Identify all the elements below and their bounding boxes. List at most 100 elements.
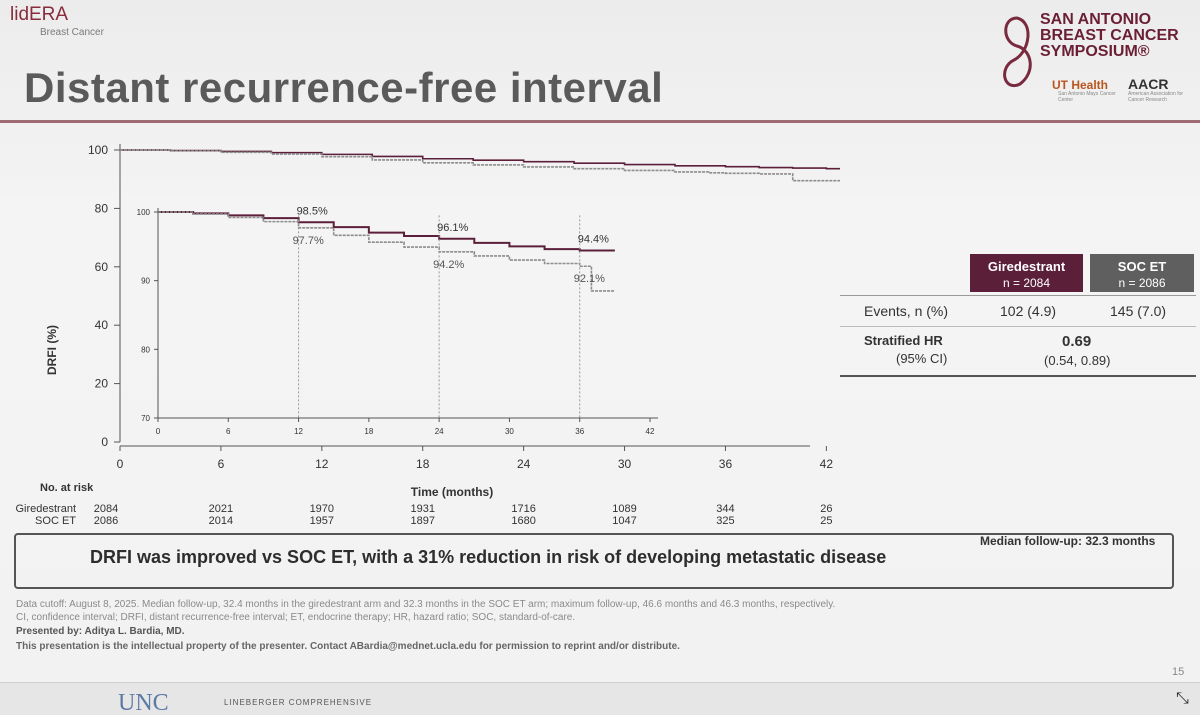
risk-value: 2084 [94,503,118,515]
unc-logo: UNC [118,690,169,715]
y-tick-label: 100 [88,143,108,157]
inset-curve-soc [158,211,615,292]
inset-y-tick-label: 70 [141,414,150,423]
risk-value: 1089 [612,503,636,515]
x-axis-label: Time (months) [411,485,493,499]
study-name: lidERA [10,4,69,25]
risk-row-label-giredestrant: Giredestrant [15,503,76,515]
x-tick-label: 36 [719,457,733,471]
inset-y-tick-label: 100 [137,208,151,217]
slide-title: Distant recurrence-free interval [24,64,664,111]
footnote-cutoff: Data cutoff: August 8, 2025. Median foll… [16,599,836,610]
bottom-bar [0,682,1200,715]
events-giredestrant: 102 (4.9) [1000,303,1057,319]
risk-value: 1047 [612,515,636,527]
aacr-sub: American Association for Cancer Research [1128,91,1184,103]
soc-header-n: n = 2086 [1118,276,1166,290]
annotation-label-giredestrant: 94.4% [578,233,609,245]
hr-value: 0.69 [1062,333,1092,350]
risk-value: 1680 [511,515,535,527]
risk-value: 2086 [94,515,118,527]
y-tick-label: 0 [101,435,108,449]
sabcs-logo-icon [1003,16,1032,88]
key-message: DRFI was improved vs SOC ET, with a 31% … [90,547,887,567]
risk-value: 344 [716,503,734,515]
sabcs-line-1: SAN ANTONIO [1040,11,1152,28]
inset-x-tick-label: 6 [226,427,231,436]
annotation-label-giredestrant: 96.1% [437,222,468,234]
giredestrant-header: Giredestrant n = 2084 [970,254,1083,292]
inset-x-tick-label: 0 [156,427,161,436]
stats-rule-mid [840,326,1196,327]
x-tick-label: 0 [117,457,124,471]
annotation-label-soc: 94.2% [433,259,464,271]
km-chart: 0 20 40 60 80 100 0 6 12 18 24 30 36 42 70 80 90 100 0 6 12… [15,143,840,527]
main-curves [120,149,840,182]
inset-x-tick-label: 30 [505,427,514,436]
y-axis-label: DRFI (%) [45,325,59,375]
risk-row-label-soc: SOC ET [35,515,76,527]
soc-header-name: SOC ET [1117,259,1167,274]
risk-value: 1716 [511,503,535,515]
ci-value: (0.54, 0.89) [1044,353,1111,368]
y-tick-label: 20 [95,377,109,391]
risk-table-title: No. at risk [40,482,94,494]
events-soc: 145 (7.0) [1110,303,1167,319]
x-tick-label: 24 [517,457,531,471]
slide-number: 15 [1172,666,1185,678]
x-tick-label: 18 [416,457,430,471]
y-tick-label: 40 [95,318,109,332]
x-tick-label: 12 [315,457,329,471]
inset-curve-giredestrant [158,211,615,252]
risk-table: No. at risk Giredestrant SOC ET 2084 2021… [15,482,832,527]
giredestrant-header-name: Giredestrant [987,259,1066,274]
inset-axes: 70 80 90 100 0 6 12 18 24 30 36 42 [137,208,658,436]
title-rule [0,120,1200,123]
risk-value: 26 [820,503,832,515]
risk-value: 1970 [310,503,334,515]
study-subtitle: Breast Cancer [40,27,104,38]
risk-value: 2014 [209,515,233,527]
ut-health-sub: San Antonio Mays Cancer Center [1058,91,1116,103]
resize-icon[interactable]: ⤡ [1176,690,1189,707]
key-message-box [14,533,1174,589]
risk-value: 25 [820,515,832,527]
inset-annotations: 98.5% 97.7% 96.1% 94.2% 94.4% 92.1% [293,205,609,418]
giredestrant-header-n: n = 2084 [1002,276,1051,290]
stats-rule-top [840,295,1196,296]
inset-y-tick-label: 90 [141,277,150,286]
inset-x-tick-label: 12 [294,427,303,436]
risk-value: 1897 [410,515,434,527]
footnote-presenter: Presented by: Aditya L. Bardia, MD. [16,626,185,637]
annotation-label-giredestrant: 98.5% [297,205,328,217]
events-label: Events, n (%) [864,303,949,319]
soc-header: SOC ET n = 2086 [1090,254,1194,292]
aacr-logo: AACR [1128,76,1169,92]
y-tick-label: 60 [95,260,109,274]
inset-x-tick-label: 36 [575,427,584,436]
x-tick-label: 6 [218,457,225,471]
x-tick-label: 42 [820,457,834,471]
median-follow-up: Median follow-up: 32.3 months [980,534,1156,548]
inset-y-tick-label: 80 [141,345,150,354]
y-tick-label: 80 [95,201,109,215]
risk-value: 1957 [310,515,334,527]
sabcs-line-3: SYMPOSIUM® [1040,43,1150,60]
inset-curves [158,211,615,292]
risk-value: 1931 [410,503,434,515]
risk-value: 325 [716,515,734,527]
footnote-copyright: This presentation is the intellectual pr… [16,641,680,652]
risk-value: 2021 [209,503,233,515]
ut-health-logo: UT Health [1052,78,1109,92]
main-curve-soc [120,149,840,182]
x-tick-label: 30 [618,457,632,471]
footnote-abbreviations: CI, confidence interval; DRFI, distant r… [16,612,576,623]
annotation-label-soc: 92.1% [574,273,605,285]
sabcs-line-2: BREAST CANCER [1040,27,1179,44]
ci-label: (95% CI) [896,351,948,366]
sabcs-wordmark: SAN ANTONIO BREAST CANCER SYMPOSIUM® [1040,12,1179,60]
hr-label: Stratified HR [864,333,943,348]
unc-lineberger-text: LINEBERGER COMPREHENSIVE [224,698,373,707]
stats-rule-bottom [840,375,1196,377]
